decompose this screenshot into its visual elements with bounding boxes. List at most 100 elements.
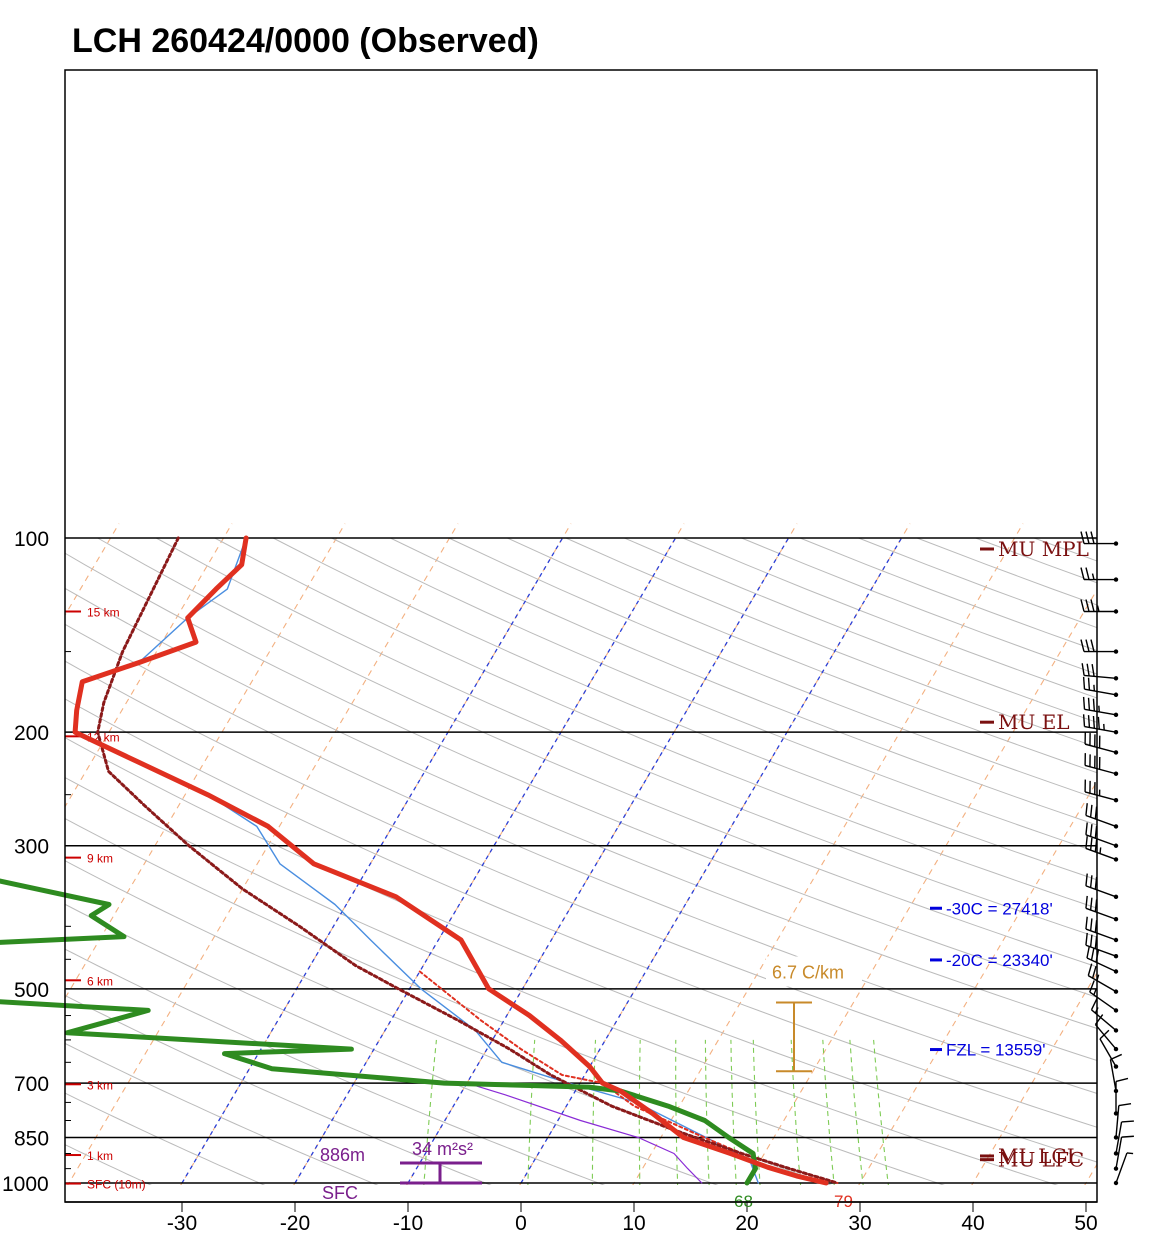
wind-barb — [1082, 714, 1119, 735]
level-label: MU EL — [998, 710, 1070, 734]
mixing-ratio-line — [849, 1039, 864, 1185]
wind-barb — [1087, 963, 1119, 994]
dry-adiabat — [65, 903, 719, 1185]
dry-adiabat — [272, 537, 1097, 881]
barb-station — [1113, 1028, 1119, 1033]
barb-flag — [1092, 715, 1096, 729]
barb-flag — [1097, 716, 1100, 730]
wind-barb — [1085, 873, 1119, 900]
wind-barb — [1080, 531, 1119, 546]
barb-flag — [1115, 1077, 1129, 1083]
wind-barb — [1113, 1152, 1134, 1186]
barb-station — [1113, 692, 1119, 697]
isotherm-line — [67, 523, 459, 1185]
dry-adiabat — [390, 537, 1097, 826]
wetbulb-trace — [466, 1082, 703, 1184]
barb-station — [1113, 917, 1119, 922]
barb-staff — [1085, 907, 1117, 920]
barb-flag — [1085, 822, 1088, 835]
barb-flag — [1082, 696, 1086, 710]
barb-staff — [1091, 1009, 1117, 1031]
mixing-ratio-line — [752, 1039, 761, 1185]
dry-adiabat — [65, 660, 1097, 1094]
inflow-top-label: 886m — [320, 1145, 365, 1165]
x-tick-label: 10 — [622, 1212, 645, 1235]
barb-flag — [1089, 980, 1095, 993]
wind-barb — [1085, 932, 1119, 959]
height-label: 1 km — [87, 1149, 113, 1163]
barb-half-flag — [1091, 573, 1095, 580]
barb-staff — [1115, 1121, 1123, 1154]
barb-flag — [1089, 897, 1093, 911]
x-tick-label: -10 — [393, 1212, 423, 1235]
x-tick-label: -30 — [167, 1212, 197, 1235]
barb-station — [1113, 824, 1119, 829]
level-label: MU MPL — [998, 537, 1089, 561]
barb-station — [1113, 857, 1119, 862]
barb-staff — [1084, 743, 1117, 754]
barb-flag — [1080, 639, 1085, 652]
lapse-rate-label: 6.7 C/km — [772, 963, 844, 983]
barb-station — [1113, 541, 1119, 546]
isotherm-line — [65, 523, 233, 808]
isotherm-line — [858, 780, 1097, 1185]
x-tick-label: 0 — [515, 1212, 527, 1235]
barb-station — [1113, 894, 1119, 900]
barb-flag — [1089, 837, 1093, 851]
barb-staff — [1085, 928, 1117, 941]
pressure-tick-label: 1000 — [2, 1173, 49, 1196]
barb-staff — [1109, 1059, 1117, 1092]
barb-station — [1113, 937, 1119, 943]
barb-flag — [1085, 639, 1090, 652]
wind-barb — [1089, 980, 1119, 1013]
dry-adiabat — [65, 698, 1097, 1128]
barb-flag — [1087, 715, 1091, 728]
wind-barb — [1084, 731, 1119, 755]
isotherm-height-label: FZL = 13559' — [946, 1041, 1046, 1060]
pressure-tick-label: 200 — [14, 722, 49, 745]
barb-flag — [1082, 676, 1086, 690]
barb-flag — [1110, 1053, 1123, 1061]
barb-staff — [1089, 991, 1117, 1011]
barb-staff — [1115, 1105, 1120, 1138]
wind-barb — [1084, 753, 1119, 776]
dry-adiabat — [65, 587, 1097, 1029]
wind-barb — [1113, 1077, 1129, 1116]
barb-flag — [1085, 599, 1090, 612]
barb-flag — [1085, 531, 1090, 544]
barb-flag — [1082, 714, 1086, 727]
barb-staff — [1084, 688, 1117, 696]
barb-flag — [1087, 963, 1093, 976]
reference-isotherm — [520, 537, 903, 1184]
barb-staff — [1094, 1024, 1117, 1050]
mixing-ratio-line — [730, 1039, 737, 1185]
barb-half-flag — [1126, 1152, 1134, 1155]
barb-flag — [1090, 947, 1095, 961]
wind-barb — [1085, 822, 1119, 848]
barb-staff — [1085, 944, 1117, 957]
barb-station — [1113, 1008, 1119, 1013]
barb-flag — [1081, 663, 1085, 676]
barb-station — [1113, 712, 1119, 718]
mixing-ratio-line — [527, 1039, 536, 1185]
barb-flag — [1080, 531, 1085, 544]
dry-adiabat — [65, 1042, 379, 1185]
barb-station — [1113, 1151, 1119, 1156]
barb-flag — [1085, 895, 1088, 909]
pressure-tick-label: 850 — [14, 1127, 49, 1150]
barb-station — [1113, 649, 1119, 654]
isotherm-line — [745, 588, 1097, 1185]
barb-flag — [1086, 663, 1090, 677]
barb-staff — [1084, 725, 1117, 733]
dry-adiabat — [155, 537, 1097, 938]
grid-lines — [65, 523, 1097, 1185]
inflow-srh-label: 34 m²s² — [412, 1139, 473, 1159]
x-tick-label: 30 — [848, 1212, 871, 1235]
mixing-ratio-line — [822, 1039, 835, 1185]
wind-barb — [1080, 567, 1119, 582]
wind-barb — [1080, 599, 1119, 614]
dry-adiabat — [65, 1092, 266, 1185]
dry-adiabat — [214, 537, 1097, 909]
wind-barb — [1084, 779, 1119, 803]
